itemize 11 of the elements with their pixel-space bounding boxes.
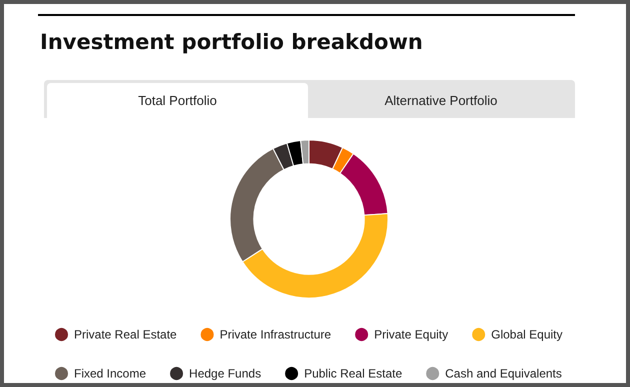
chart-title: Investment portfolio breakdown [40,30,423,54]
legend-label: Global Equity [491,328,562,342]
legend-label: Public Real Estate [304,366,402,380]
legend-label: Cash and Equivalents [445,366,562,380]
legend-label: Private Infrastructure [220,328,332,342]
legend-label: Private Real Estate [74,328,178,342]
legend-label: Fixed Income [74,366,146,380]
text: Total Portfolio [47,83,308,118]
legend-label: Hedge Funds [189,366,262,380]
legend-label: Private Equity [374,328,448,342]
text: Alternative Portfolio [384,92,498,110]
